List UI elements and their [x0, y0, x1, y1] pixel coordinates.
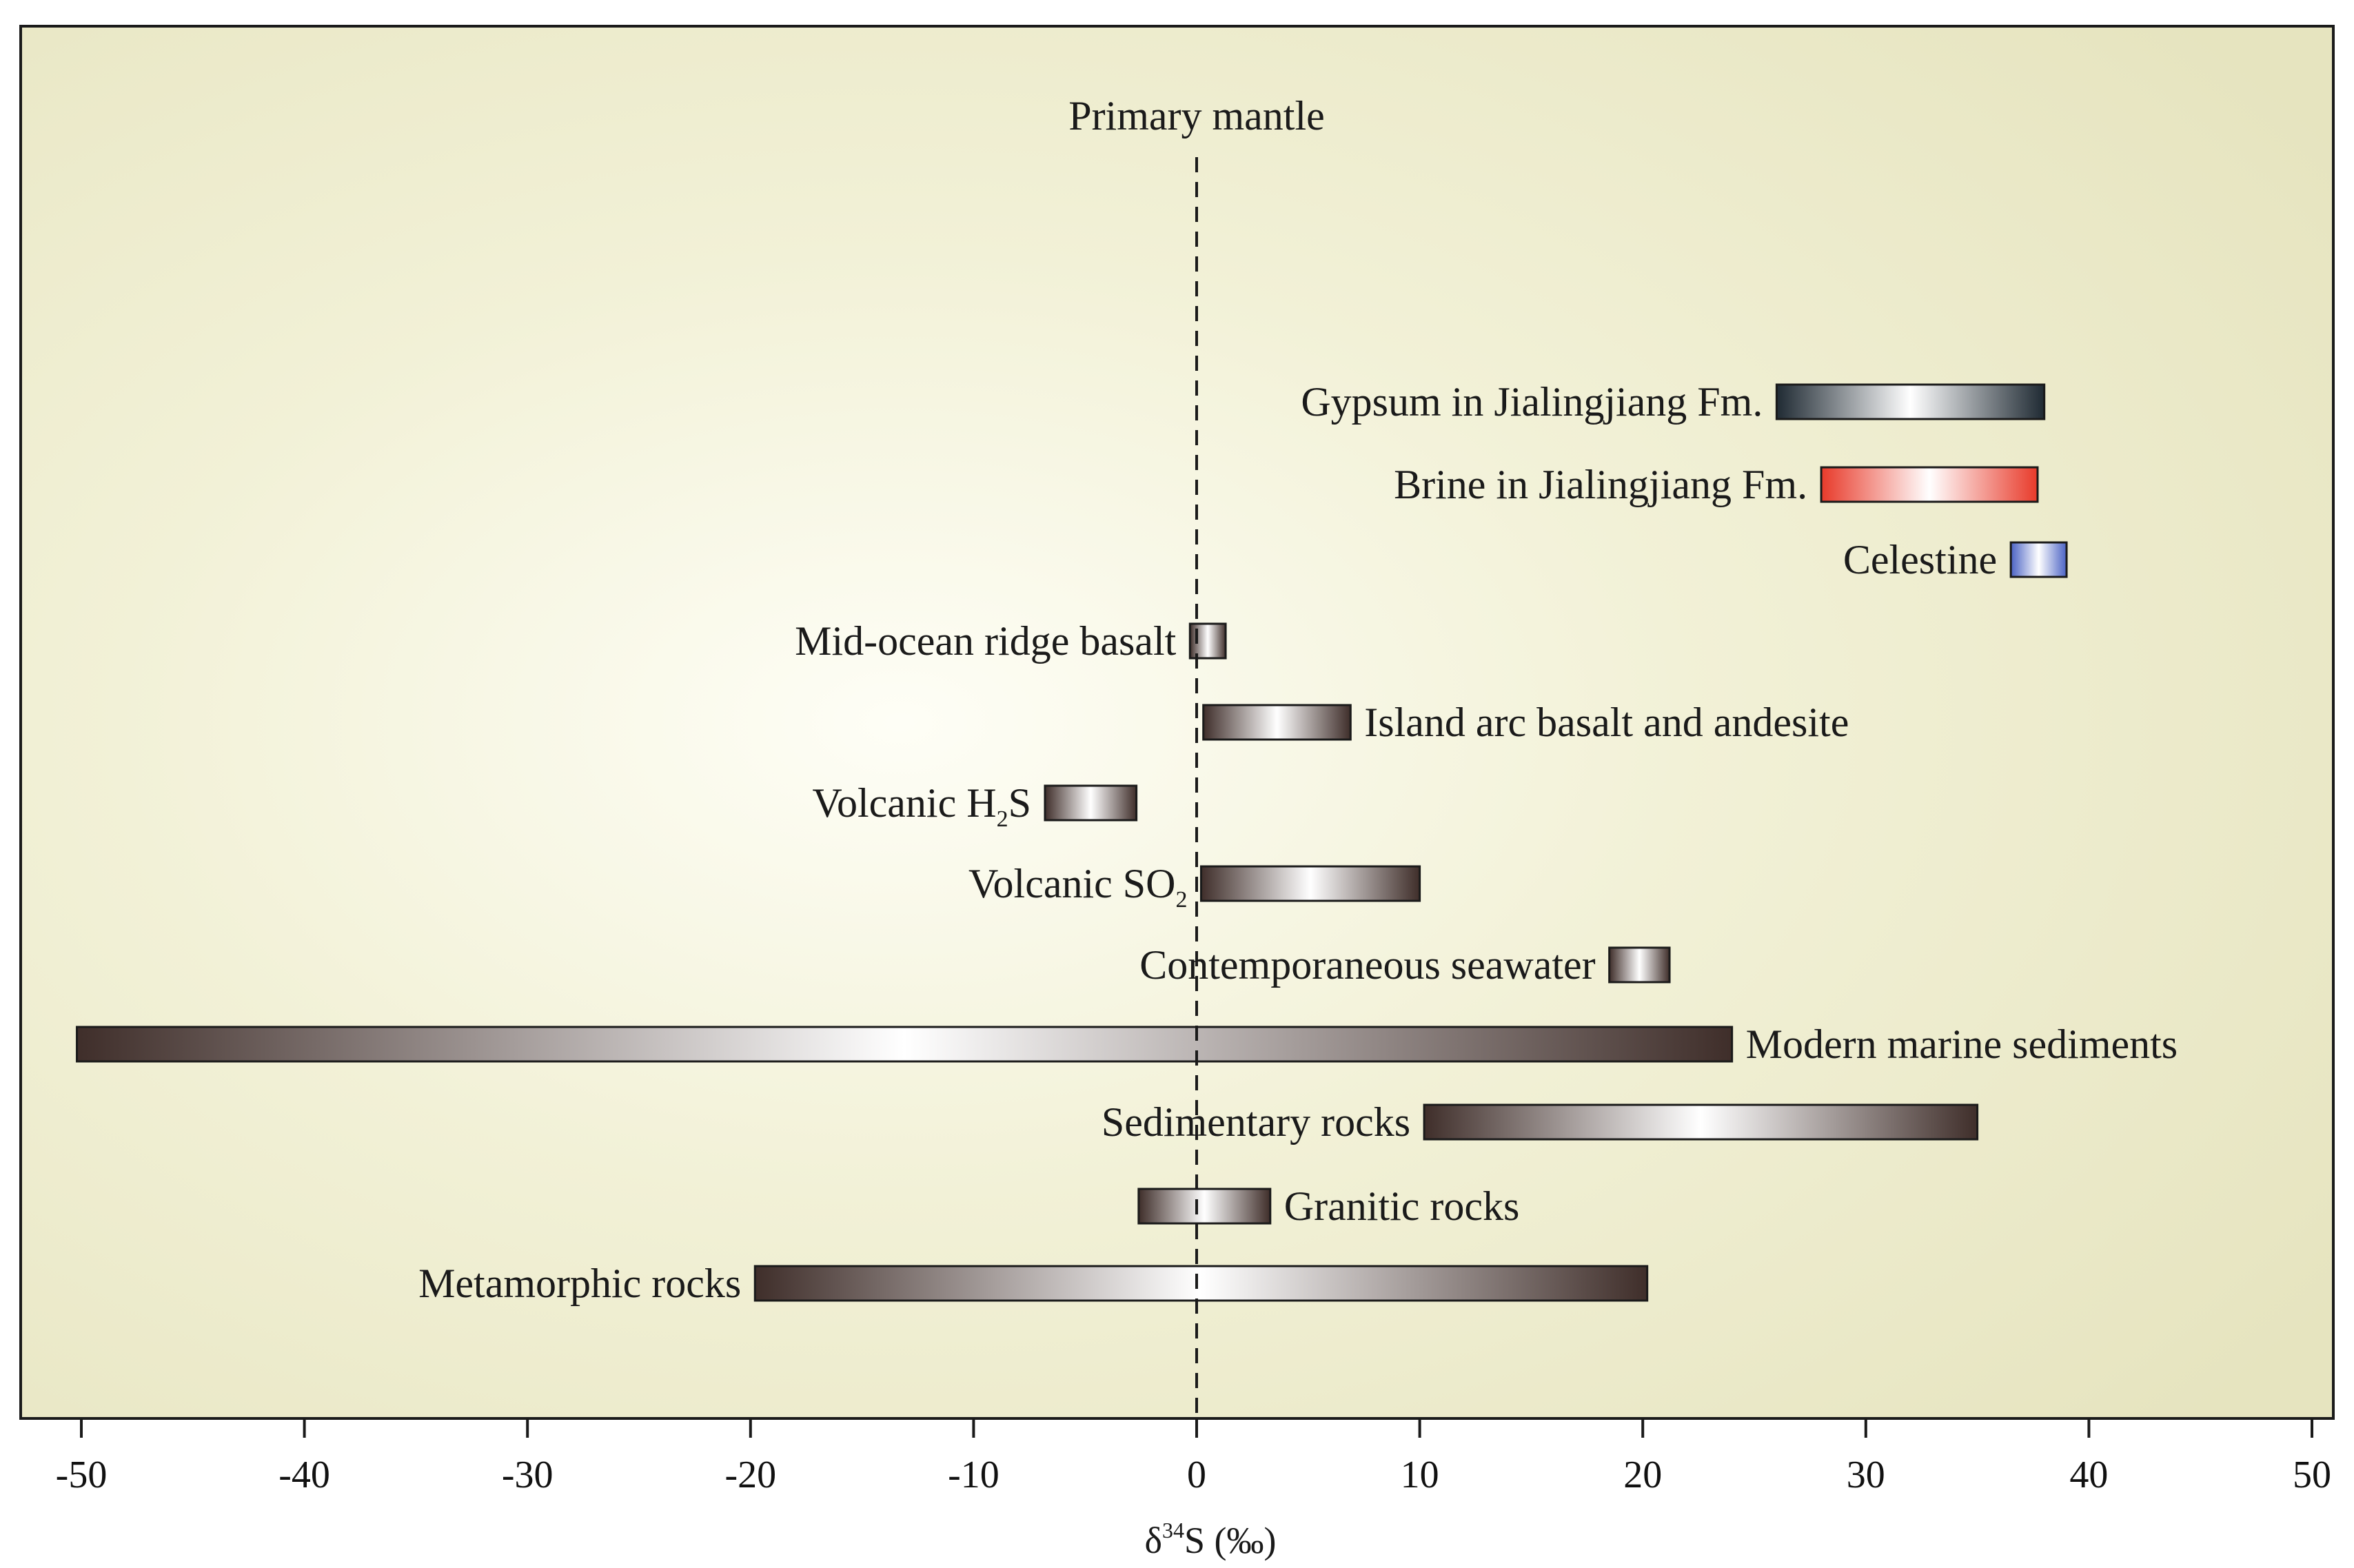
x-tick-label: 10	[1401, 1454, 1439, 1496]
bar-volcanic-h2s	[1044, 784, 1138, 822]
primary-mantle-label: Primary mantle	[1068, 93, 1325, 139]
label-modern-marine-sediments: Modern marine sediments	[1746, 1021, 2178, 1067]
x-tick-label: 20	[1623, 1454, 1662, 1496]
bar-sedimentary-rocks	[1423, 1103, 1979, 1141]
label-contemporaneous-seawater: Contemporaneous seawater	[1139, 942, 1595, 988]
label-volcanic-h2s: Volcanic H2S	[812, 780, 1031, 832]
x-axis-label-unit: S (‰)	[1184, 1520, 1277, 1561]
label-island-arc-basalt-and-andesite: Island arc basalt and andesite	[1364, 700, 1849, 745]
bar-contemporaneous-seawater	[1608, 946, 1671, 984]
x-tick-label: 30	[1847, 1454, 1885, 1496]
label-sedimentary-rocks: Sedimentary rocks	[1102, 1099, 1410, 1145]
x-tick-label: -20	[724, 1454, 776, 1496]
bar-modern-marine-sediments	[76, 1026, 1734, 1063]
x-tick-label: 40	[2069, 1454, 2108, 1496]
label-mid-ocean-ridge-basalt: Mid-ocean ridge basalt	[795, 618, 1176, 664]
bar-celestine	[2009, 541, 2068, 578]
x-axis-label: δ34S (‰)	[1145, 1518, 1277, 1561]
bar-gypsum-in-jialingjiang-fm	[1775, 383, 2046, 420]
bar-brine-in-jialingjiang-fm	[1820, 466, 2039, 503]
x-tick-label: -40	[278, 1454, 330, 1496]
label-brine-in-jialingjiang-fm: Brine in Jialingjiang Fm.	[1394, 462, 1807, 507]
bar-island-arc-basalt-and-andesite	[1202, 704, 1352, 741]
label-gypsum-in-jialingjiang-fm: Gypsum in Jialingjiang Fm.	[1301, 379, 1763, 425]
x-tick-label: -10	[948, 1454, 1000, 1496]
x-axis-label-delta: δ	[1145, 1520, 1162, 1561]
x-axis: -50 -40 -30 -20 -10 0 10 20 30 40 50	[56, 1418, 2331, 1496]
x-tick-label: -30	[502, 1454, 554, 1496]
label-volcanic-so2: Volcanic SO2	[968, 861, 1188, 913]
bar-volcanic-so2	[1199, 865, 1421, 902]
x-tick-label: 0	[1187, 1454, 1206, 1496]
plot-background	[19, 25, 2335, 1420]
bar-metamorphic-rocks	[753, 1265, 1649, 1302]
label-celestine: Celestine	[1843, 537, 1997, 582]
x-tick-label: 50	[2293, 1454, 2331, 1496]
label-metamorphic-rocks: Metamorphic rocks	[418, 1261, 741, 1306]
bar-granitic-rocks	[1137, 1188, 1272, 1225]
label-granitic-rocks: Granitic rocks	[1284, 1183, 1520, 1229]
x-tick-label: -50	[56, 1454, 108, 1496]
x-axis-label-superscript: 34	[1162, 1518, 1184, 1542]
